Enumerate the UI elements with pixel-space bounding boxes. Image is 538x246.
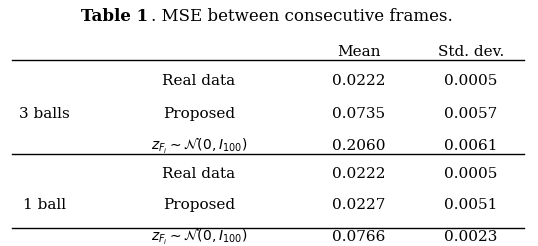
Text: 0.2060: 0.2060 [332,139,386,153]
Text: 0.0766: 0.0766 [332,230,386,244]
Text: 0.0061: 0.0061 [444,139,498,153]
Text: 0.0005: 0.0005 [444,74,498,88]
Text: 0.0227: 0.0227 [332,198,386,212]
Text: 0.0023: 0.0023 [444,230,498,244]
Text: Mean: Mean [337,45,381,59]
Text: . MSE between consecutive frames.: . MSE between consecutive frames. [151,8,452,25]
Text: 1 ball: 1 ball [23,198,66,212]
Text: 0.0005: 0.0005 [444,167,498,181]
Text: Real data: Real data [162,167,236,181]
Text: Real data: Real data [162,74,236,88]
Text: 3 balls: 3 balls [19,107,69,121]
Text: $z_{F_i} \sim \mathcal{N}(0, I_{100})$: $z_{F_i} \sim \mathcal{N}(0, I_{100})$ [151,227,247,246]
Text: Std. dev.: Std. dev. [438,45,504,59]
Text: 0.0222: 0.0222 [332,167,386,181]
Text: 0.0222: 0.0222 [332,74,386,88]
Text: $z_{F_i} \sim \mathcal{N}(0, I_{100})$: $z_{F_i} \sim \mathcal{N}(0, I_{100})$ [151,136,247,156]
Text: 0.0051: 0.0051 [444,198,498,212]
Text: 0.0735: 0.0735 [332,107,386,121]
Text: Proposed: Proposed [163,198,235,212]
Text: 0.0057: 0.0057 [444,107,498,121]
Text: Table 1: Table 1 [81,8,148,25]
Text: Proposed: Proposed [163,107,235,121]
